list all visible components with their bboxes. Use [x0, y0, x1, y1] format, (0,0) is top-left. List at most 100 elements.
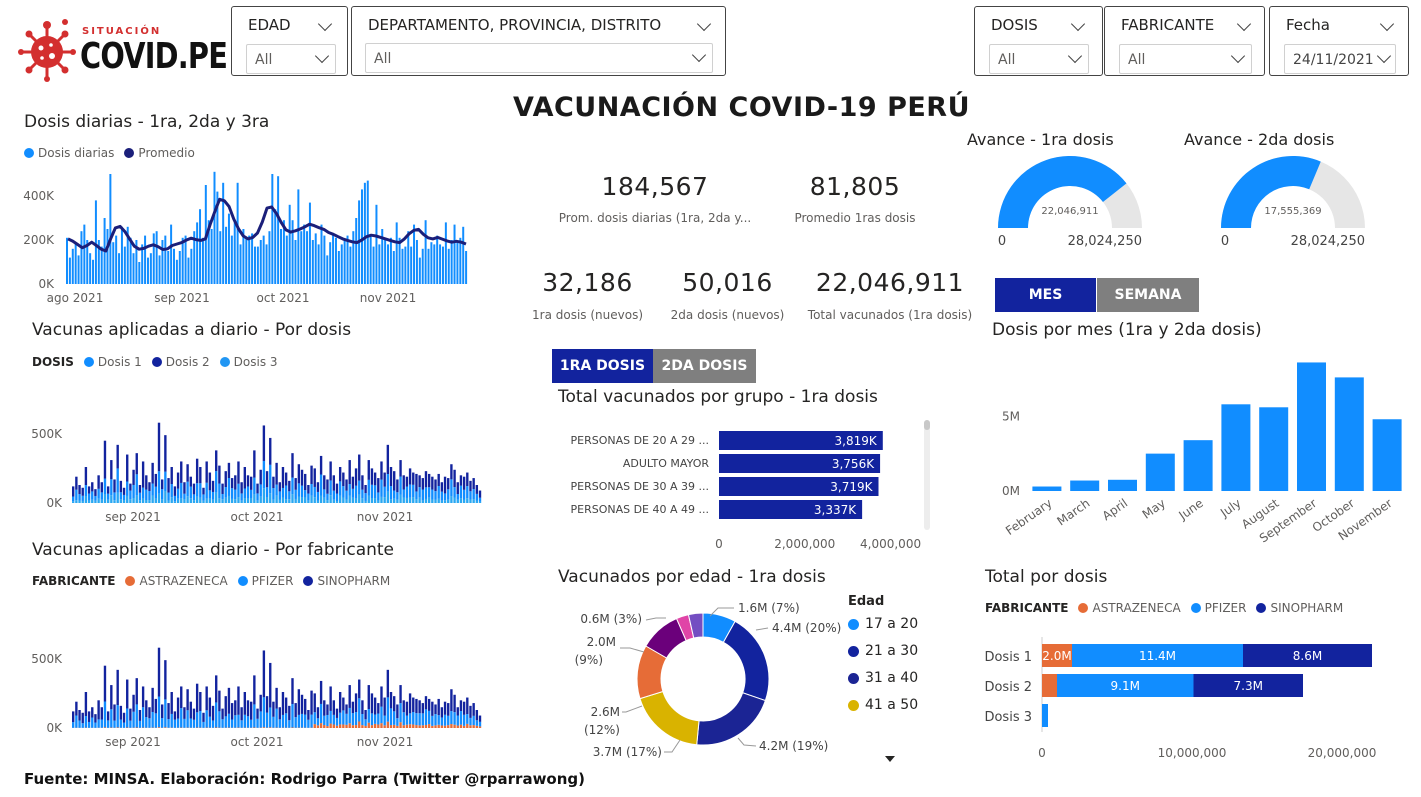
chevron-down-icon[interactable] [317, 16, 333, 32]
bar-segment [386, 721, 390, 728]
bar [155, 231, 158, 284]
bar-segment [383, 497, 386, 503]
toggle-1ra-dosis-button[interactable]: 1RA DOSIS [552, 349, 653, 383]
legend-label: 21 a 30 [865, 643, 919, 659]
bar-segment [186, 496, 189, 503]
chevron-down-icon[interactable] [314, 48, 330, 64]
bar-segment [141, 686, 145, 708]
bar-segment [110, 495, 113, 503]
slicer-ubicacion[interactable]: DEPARTAMENTO, PROVINCIA, DISTRITO All [351, 6, 726, 76]
bar [268, 231, 271, 284]
bar [294, 240, 297, 284]
bar-segment [396, 725, 399, 728]
bar-segment [367, 709, 370, 723]
bar-segment [462, 489, 466, 500]
bar-segment [297, 689, 301, 715]
bar-value-label: 3,756K [832, 457, 875, 471]
bar [337, 251, 340, 284]
bar-segment [230, 719, 234, 728]
bar-segment [195, 483, 199, 497]
slicer-edad-dropdown[interactable]: All [246, 44, 336, 74]
slicer-fabricante[interactable]: FABRICANTE All [1104, 6, 1265, 76]
bar-segment [370, 693, 374, 714]
bar-segment [399, 494, 402, 503]
toggle-2da-dosis-button[interactable]: 2DA DOSIS [653, 349, 756, 383]
bar-segment [450, 464, 453, 480]
toggle-mes-button[interactable]: MES [995, 278, 1096, 312]
bar-segment [370, 725, 374, 728]
legend-dot-astrazeneca [125, 576, 136, 586]
chevron-down-icon[interactable] [1376, 48, 1392, 64]
chevron-down-icon[interactable] [1236, 16, 1252, 32]
bar-segment [335, 725, 339, 728]
chevron-down-icon[interactable] [691, 47, 707, 63]
bar [1183, 440, 1213, 491]
bar [230, 235, 233, 284]
bar-segment [186, 689, 189, 711]
bar-segment [208, 716, 212, 728]
legend-dot-sinopharm [303, 576, 314, 586]
bar-segment [151, 495, 154, 503]
toggle-semana-button[interactable]: SEMANA [1097, 278, 1199, 312]
bar-segment [132, 498, 135, 503]
bar-segment [202, 712, 205, 722]
chevron-down-icon[interactable] [1070, 16, 1086, 32]
legend-scroll-down-icon[interactable] [884, 754, 896, 764]
leader-line [664, 739, 681, 753]
bar [1259, 407, 1289, 491]
bar [245, 237, 248, 284]
bar-segment [167, 500, 170, 503]
bar-segment [453, 724, 456, 728]
bar-segment [316, 725, 320, 728]
slicer-fabricante-dropdown[interactable]: All [1119, 44, 1252, 74]
x-tick-label: April [1100, 496, 1131, 523]
bar-segment [135, 453, 138, 475]
bar-segment [307, 719, 310, 728]
bar-segment [313, 497, 316, 503]
bar-segment [300, 694, 304, 714]
bar [236, 182, 239, 284]
bar-segment [307, 710, 310, 720]
slicer-fecha[interactable]: Fecha 24/11/2021 [1269, 6, 1409, 76]
bar-segment [122, 500, 126, 503]
bar-segment [272, 476, 275, 489]
slice-label: 2.6M [591, 705, 620, 719]
x-tick-label: sep 2021 [154, 291, 210, 305]
bar [329, 242, 332, 284]
chevron-down-icon[interactable] [1067, 48, 1083, 64]
x-tick-label: June [1176, 496, 1206, 523]
x-tick-label: 20,000,000 [1308, 746, 1377, 760]
legend-item: 41 a 50 [848, 697, 918, 713]
leader-line [755, 627, 769, 631]
slicer-edad[interactable]: EDAD All [231, 6, 348, 76]
bar-segment [466, 498, 469, 503]
bar-segment [253, 450, 256, 478]
bar-segment [373, 472, 377, 486]
bar-segment [256, 718, 259, 728]
slicer-fecha-dropdown[interactable]: 24/11/2021 [1284, 44, 1396, 74]
chevron-down-icon[interactable] [696, 16, 712, 32]
bar-segment [167, 478, 170, 493]
slicer-dosis[interactable]: DOSIS All [974, 6, 1103, 76]
bar-segment [389, 725, 393, 728]
bar-segment [335, 493, 339, 502]
chevron-down-icon[interactable] [1230, 48, 1246, 64]
legend-edad: Edad 17 a 20 21 a 30 31 a 40 41 a 50 [848, 594, 918, 713]
chevron-down-icon[interactable] [1379, 16, 1395, 32]
bar [320, 224, 323, 284]
bar-segment [418, 475, 421, 488]
gauge-max: 28,024,250 [1068, 234, 1142, 249]
bar-segment [176, 472, 180, 489]
slicer-ubicacion-dropdown[interactable]: All [365, 43, 713, 73]
bar-segment [304, 698, 307, 715]
legend-total-por-dosis: FABRICANTE ASTRAZENECA PFIZER SINOPHARM [985, 601, 1349, 615]
bar [441, 246, 444, 284]
slicer-dosis-dropdown[interactable]: All [989, 44, 1089, 74]
bar-segment [103, 478, 107, 495]
bar-segment [291, 494, 294, 503]
slicer-ubicacion-title: DEPARTAMENTO, PROVINCIA, DISTRITO [368, 16, 662, 34]
bar-segment [284, 713, 288, 728]
bar-segment [230, 703, 234, 720]
bar-segment [300, 497, 304, 503]
bar-segment [129, 708, 132, 721]
